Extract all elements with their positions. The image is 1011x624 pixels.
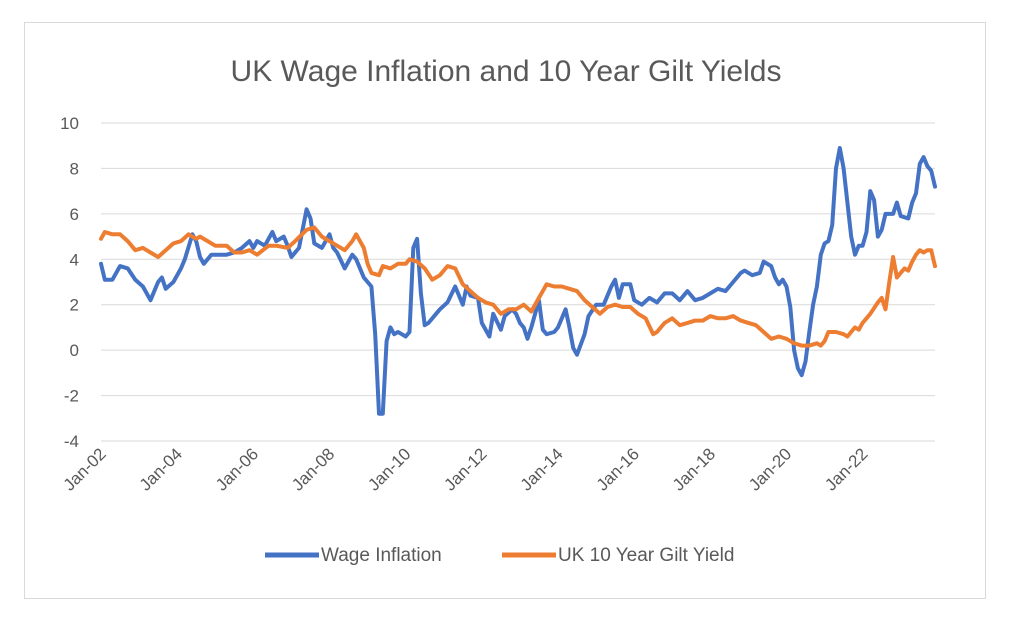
x-tick-label: Jan-16 bbox=[593, 444, 643, 494]
line-chart: UK Wage Inflation and 10 Year Gilt Yield… bbox=[60, 55, 937, 566]
x-tick-label: Jan-20 bbox=[745, 444, 795, 494]
y-tick-label: -2 bbox=[64, 387, 79, 406]
x-tick-label: Jan-04 bbox=[136, 444, 186, 494]
x-tick-label: Jan-18 bbox=[669, 444, 719, 494]
x-axis-ticks: Jan-02 Jan-04 Jan-06 Jan-08 Jan-10 Jan-12 Jan-… bbox=[60, 444, 872, 494]
chart-frame: UK Wage Inflation and 10 Year Gilt Yield… bbox=[24, 22, 986, 599]
x-tick-label: Jan-14 bbox=[517, 444, 567, 494]
x-tick-label: Jan-02 bbox=[60, 444, 110, 494]
y-tick-label: 8 bbox=[70, 159, 79, 178]
x-tick-label: Jan-10 bbox=[364, 444, 414, 494]
x-tick-label: Jan-06 bbox=[212, 444, 262, 494]
legend-label: UK 10 Year Gilt Yield bbox=[558, 545, 734, 566]
gridlines bbox=[101, 122, 935, 442]
series-line-gilt-yield bbox=[99, 225, 937, 348]
x-tick-label: Jan-22 bbox=[821, 444, 871, 494]
y-tick-label: 2 bbox=[70, 296, 79, 315]
y-tick-label: 6 bbox=[70, 205, 79, 224]
series-lines bbox=[99, 146, 937, 416]
x-tick-label: Jan-08 bbox=[288, 444, 338, 494]
y-axis-ticks: 10 8 6 4 2 0 -2 -4 bbox=[60, 114, 79, 451]
y-tick-label: -4 bbox=[64, 432, 79, 451]
legend-label: Wage Inflation bbox=[321, 545, 442, 566]
chart-title: UK Wage Inflation and 10 Year Gilt Yield… bbox=[231, 55, 782, 88]
series-line-wage-inflation bbox=[99, 146, 937, 416]
legend: Wage Inflation UK 10 Year Gilt Yield bbox=[265, 545, 734, 566]
y-tick-label: 0 bbox=[70, 341, 79, 360]
y-tick-label: 4 bbox=[70, 250, 79, 269]
y-tick-label: 10 bbox=[60, 114, 79, 133]
x-tick-label: Jan-12 bbox=[440, 444, 490, 494]
